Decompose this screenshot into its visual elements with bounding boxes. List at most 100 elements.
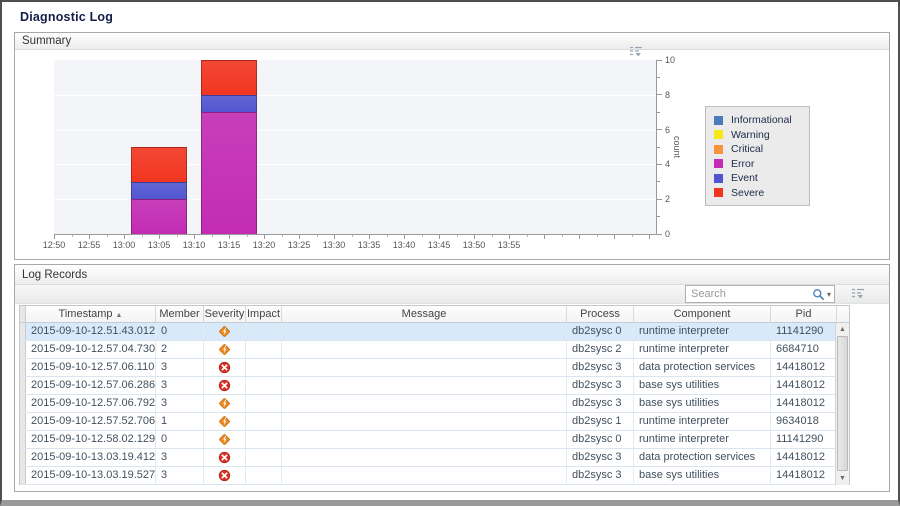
cell-timestamp: 2015-09-10-12.57.06.792: [26, 395, 156, 412]
table-row[interactable]: 2015-09-10-12.51.43.012 0 db2sysc 0 runtime…: [20, 323, 849, 341]
x-axis-tick-label: 13:30: [322, 240, 346, 250]
x-axis-minor-tick: [176, 235, 178, 237]
table-row[interactable]: 2015-09-10-12.57.04.730 2 db2sysc 2 runtime…: [20, 341, 849, 359]
scroll-down-button[interactable]: ▼: [836, 472, 849, 485]
table-row[interactable]: 2015-09-10-13.03.19.527 3 db2sysc 3 base sy…: [20, 467, 849, 485]
legend-label: Severe: [731, 186, 765, 199]
search-options-caret-icon[interactable]: ▾: [826, 289, 831, 299]
search-box[interactable]: ▾: [685, 285, 835, 303]
search-input[interactable]: [691, 288, 812, 300]
y-axis-tick: [657, 59, 662, 61]
table-header-row: Timestamp ▲ Member Severity Impact Message Pro…: [20, 306, 849, 323]
y-axis-tick-label: 4: [665, 159, 671, 170]
informational-swatch: [714, 115, 723, 125]
table-row[interactable]: 2015-09-10-12.57.06.286 3 db2sysc 3 base sy…: [20, 377, 849, 395]
chart-area: count Informational Warning Critical Error E…: [15, 50, 889, 259]
cell-component: data protection services: [634, 359, 771, 376]
legend-item-critical[interactable]: Critical: [714, 142, 805, 157]
x-axis-tick-label: 13:00: [112, 240, 136, 250]
column-header-timestamp[interactable]: Timestamp ▲: [26, 306, 156, 322]
column-header-member[interactable]: Member: [156, 306, 204, 322]
cell-timestamp: 2015-09-10-12.57.06.286: [26, 377, 156, 394]
x-axis-tick-label: 13:50: [462, 240, 486, 250]
column-header-component[interactable]: Component: [634, 306, 771, 322]
x-axis-tick: [509, 235, 510, 239]
cell-member: 0: [156, 323, 204, 340]
cell-process: db2sysc 3: [567, 377, 634, 394]
scrollbar-thumb[interactable]: [837, 336, 848, 471]
x-axis-minor-tick: [106, 235, 108, 237]
legend-label: Error: [731, 157, 755, 170]
cell-impact: [246, 413, 282, 430]
legend-label: Informational: [731, 114, 792, 127]
cell-pid: 14418012: [771, 467, 837, 484]
legend-label: Warning: [731, 128, 770, 141]
legend-item-event[interactable]: Event: [714, 171, 805, 186]
stacked-bar: [131, 147, 187, 234]
cell-member: 3: [156, 377, 204, 394]
column-header-pid[interactable]: Pid: [771, 306, 837, 322]
chart-menu-icon[interactable]: [629, 45, 643, 58]
search-icon[interactable]: [812, 288, 825, 301]
x-axis-tick-label: 13:45: [427, 240, 451, 250]
table-row[interactable]: 2015-09-10-13.03.19.412 3 db2sysc 3 data pr…: [20, 449, 849, 467]
x-axis-tick: [299, 235, 300, 239]
y-axis-tick: [657, 76, 660, 78]
y-axis-tick: [657, 129, 662, 131]
cell-timestamp: 2015-09-10-13.03.19.527: [26, 467, 156, 484]
cell-message: [282, 449, 567, 466]
y-axis-tick: [657, 163, 662, 165]
x-axis-tick: [544, 235, 545, 239]
x-axis-tick-label: 13:35: [357, 240, 381, 250]
row-gutter: [20, 449, 26, 466]
grid-options-icon[interactable]: [851, 287, 865, 300]
table-row[interactable]: 2015-09-10-12.58.02.129 0 db2sysc 0 runtime…: [20, 431, 849, 449]
row-gutter: [20, 323, 26, 340]
cell-impact: [246, 341, 282, 358]
y-axis-tick: [657, 198, 662, 200]
cell-impact: [246, 449, 282, 466]
cell-process: db2sysc 0: [567, 431, 634, 448]
column-header-message[interactable]: Message: [282, 306, 567, 322]
table-row[interactable]: 2015-09-10-12.57.06.110 3 db2sysc 3 data pr…: [20, 359, 849, 377]
x-axis-line: [54, 234, 657, 235]
legend-item-warning[interactable]: Warning: [714, 128, 805, 143]
table-row[interactable]: 2015-09-10-12.57.06.792 3 db2sysc 3 base sy…: [20, 395, 849, 413]
row-gutter: [20, 467, 26, 484]
critical-swatch: [714, 144, 723, 154]
cell-message: [282, 395, 567, 412]
cell-pid: 14418012: [771, 395, 837, 412]
cell-timestamp: 2015-09-10-12.51.43.012: [26, 323, 156, 340]
page-title: Diagnostic Log: [20, 10, 114, 24]
x-axis-tick-label: 13:25: [287, 240, 311, 250]
column-header-severity[interactable]: Severity: [204, 306, 246, 322]
legend-item-error[interactable]: Error: [714, 157, 805, 172]
cell-component: runtime interpreter: [634, 323, 771, 340]
bar-segment-error: [201, 112, 257, 234]
x-axis-tick-label: 13:15: [217, 240, 241, 250]
row-gutter: [20, 306, 26, 322]
cell-impact: [246, 323, 282, 340]
column-header-impact[interactable]: Impact: [246, 306, 282, 322]
x-axis-tick: [614, 235, 615, 239]
column-header-process[interactable]: Process: [567, 306, 634, 322]
legend-item-informational[interactable]: Informational: [714, 113, 805, 128]
x-axis-tick: [264, 235, 265, 239]
y-axis-tick-label: 6: [665, 124, 671, 135]
cell-pid: 11141290: [771, 431, 837, 448]
x-axis-tick-label: 13:10: [182, 240, 206, 250]
scroll-up-button[interactable]: ▲: [836, 323, 849, 336]
vertical-scrollbar[interactable]: ▲ ▼: [835, 323, 849, 485]
cell-timestamp: 2015-09-10-12.58.02.129: [26, 431, 156, 448]
x-axis-minor-tick: [526, 235, 528, 237]
cell-impact: [246, 359, 282, 376]
cell-member: 3: [156, 359, 204, 376]
legend-item-severe[interactable]: Severe: [714, 186, 805, 201]
x-axis-tick: [159, 235, 160, 239]
cell-member: 3: [156, 449, 204, 466]
severity-warning-icon: [218, 397, 231, 410]
cell-member: 1: [156, 413, 204, 430]
severe-swatch: [714, 188, 723, 198]
table-row[interactable]: 2015-09-10-12.57.52.706 1 db2sysc 1 runtime…: [20, 413, 849, 431]
row-gutter: [20, 413, 26, 430]
